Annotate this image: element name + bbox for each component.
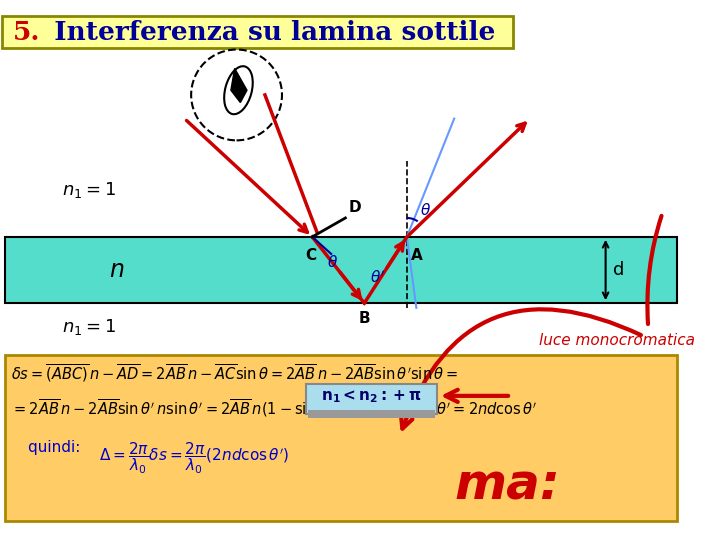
FancyBboxPatch shape: [5, 237, 677, 303]
Text: $\Delta = \dfrac{2\pi}{\lambda_0}\delta s = \dfrac{2\pi}{\lambda_0}(2nd\cos\thet: $\Delta = \dfrac{2\pi}{\lambda_0}\delta …: [99, 440, 289, 476]
Text: $\theta$: $\theta$: [328, 254, 338, 270]
Text: d: d: [613, 261, 624, 279]
Ellipse shape: [224, 66, 253, 114]
Polygon shape: [231, 69, 247, 103]
Text: Interferenza su lamina sottile: Interferenza su lamina sottile: [36, 20, 495, 45]
Text: B: B: [359, 310, 370, 326]
Text: 5.: 5.: [13, 20, 41, 45]
FancyArrowPatch shape: [401, 309, 641, 429]
FancyBboxPatch shape: [307, 410, 436, 417]
FancyBboxPatch shape: [305, 383, 437, 414]
Text: $n$: $n$: [109, 258, 124, 282]
Text: A: A: [410, 248, 423, 263]
Text: quindi:: quindi:: [28, 440, 86, 455]
Text: $n_1 = 1$: $n_1 = 1$: [61, 180, 115, 200]
FancyBboxPatch shape: [2, 16, 513, 48]
Text: D: D: [348, 200, 361, 215]
FancyBboxPatch shape: [5, 355, 677, 521]
Text: C: C: [305, 248, 316, 263]
FancyArrowPatch shape: [446, 390, 508, 402]
Text: $\mathbf{n_1 < n_2: + \pi}$: $\mathbf{n_1 < n_2: + \pi}$: [321, 388, 422, 405]
Text: $= 2\overline{AB}\,n - 2\overline{AB}\sin\theta'\,n\sin\theta' = 2\overline{AB}\: $= 2\overline{AB}\,n - 2\overline{AB}\si…: [12, 398, 538, 420]
Text: ma:: ma:: [454, 461, 560, 509]
Text: $\theta$: $\theta$: [420, 202, 431, 218]
Text: $\theta'$: $\theta'$: [370, 269, 385, 286]
Text: $n_1 = 1$: $n_1 = 1$: [61, 317, 115, 337]
Text: $\delta s = \overline{(ABC)}\,n - \overline{AD} = 2\overline{AB}\,n - \overline{: $\delta s = \overline{(ABC)}\,n - \overl…: [12, 363, 459, 385]
Text: luce monocromatica: luce monocromatica: [539, 334, 696, 348]
FancyArrowPatch shape: [647, 216, 662, 324]
